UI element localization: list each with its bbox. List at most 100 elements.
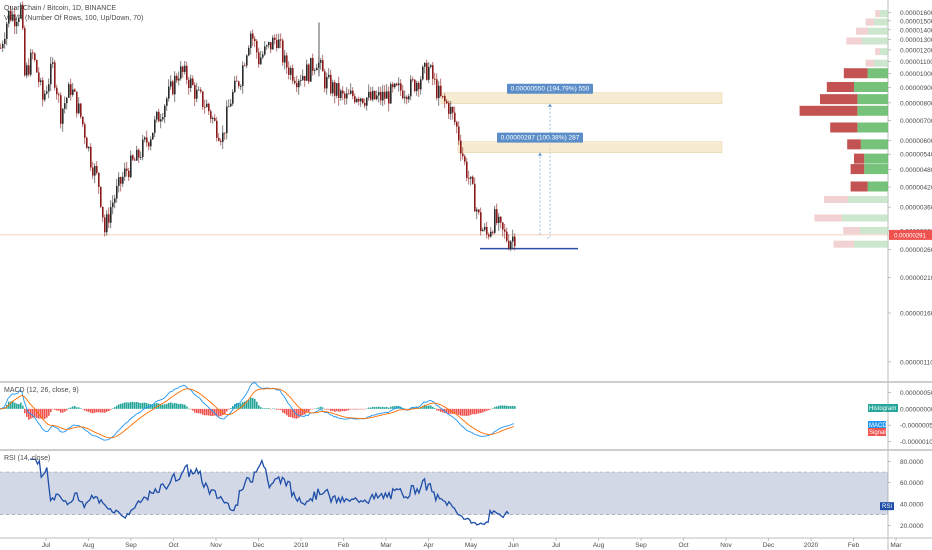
candle-body xyxy=(360,98,362,102)
macd-histogram-bar xyxy=(168,402,170,409)
macd-histogram-bar xyxy=(202,408,204,415)
time-tick-label: Dec xyxy=(763,542,775,549)
candle-body xyxy=(6,23,8,39)
macd-histogram-bar xyxy=(382,406,384,409)
candle-body xyxy=(338,83,340,98)
candle-body xyxy=(58,94,60,96)
macd-histogram-bar xyxy=(500,405,502,409)
price-tick-label: 0.00000210 xyxy=(900,275,932,282)
macd-histogram-bar xyxy=(510,406,512,409)
candle-body xyxy=(358,98,360,102)
candle-body xyxy=(62,108,64,124)
candle-body xyxy=(202,91,204,108)
candle-body xyxy=(182,66,184,72)
candle-body xyxy=(502,222,504,230)
macd-histogram-bar xyxy=(156,402,158,409)
macd-badge-label: Histogram xyxy=(869,406,896,412)
rsi-badge-label: RSI xyxy=(882,504,892,510)
vp-faded-up xyxy=(860,226,888,234)
macd-histogram-bar xyxy=(394,405,396,409)
candle-body xyxy=(464,156,466,162)
candle-body xyxy=(44,93,46,100)
macd-histogram-bar xyxy=(506,405,508,409)
macd-histogram-bar xyxy=(46,408,48,418)
macd-histogram-bar xyxy=(292,408,294,418)
vp-faded-up xyxy=(880,10,888,18)
macd-histogram-bar xyxy=(206,408,208,416)
macd-pane xyxy=(0,382,516,441)
macd-histogram-bar xyxy=(24,408,26,414)
candle-body xyxy=(488,234,490,237)
candle-body xyxy=(194,84,196,99)
candle-body xyxy=(282,40,284,63)
candle-body xyxy=(130,155,132,178)
macd-histogram-bar xyxy=(474,408,476,415)
candle-body xyxy=(210,111,212,119)
macd-histogram-bar xyxy=(316,408,318,409)
candle-body xyxy=(266,45,268,47)
candle-body xyxy=(482,229,484,232)
candle-body xyxy=(186,65,188,80)
candle-body xyxy=(148,142,150,147)
candle-body xyxy=(90,146,92,168)
time-tick-label: Nov xyxy=(210,542,222,549)
time-tick-label: Oct xyxy=(678,542,688,549)
candle-body xyxy=(306,64,308,81)
candle-body xyxy=(36,60,38,73)
candle-body xyxy=(368,91,370,98)
candle-body xyxy=(412,79,414,81)
candle-body xyxy=(492,231,494,233)
macd-tick-label: -0.00000100 xyxy=(900,439,932,446)
macd-histogram-bar xyxy=(434,407,436,409)
macd-histogram-bar xyxy=(268,408,270,409)
vp-up-bar xyxy=(857,105,888,116)
macd-histogram-bar xyxy=(328,408,330,410)
price-tick-label: 0.00000160 xyxy=(900,311,932,318)
vp-up-bar xyxy=(867,181,888,192)
candle-body xyxy=(176,75,178,81)
candle-body xyxy=(28,65,30,75)
candle-body xyxy=(264,46,266,55)
candle-body xyxy=(0,47,2,49)
macd-histogram-bar xyxy=(274,408,276,410)
candle-body xyxy=(288,67,290,75)
macd-histogram-bar xyxy=(40,408,42,419)
macd-histogram-bar xyxy=(436,408,438,411)
candle-body xyxy=(478,209,480,213)
macd-histogram-bar xyxy=(294,408,296,419)
macd-histogram-bar xyxy=(84,408,86,411)
macd-histogram-bar xyxy=(78,407,80,409)
candle-body xyxy=(70,84,72,95)
candle-body xyxy=(498,216,500,224)
macd-histogram-bar xyxy=(104,408,106,413)
candle-body xyxy=(208,103,210,112)
macd-histogram-bar xyxy=(64,408,66,412)
macd-histogram-bar xyxy=(322,407,324,409)
candle-body xyxy=(190,78,192,88)
candle-body xyxy=(82,116,84,125)
candle-body xyxy=(480,212,482,232)
candle-body xyxy=(466,161,468,178)
macd-histogram-bar xyxy=(228,408,230,410)
macd-histogram-bar xyxy=(138,402,140,409)
candle-body xyxy=(42,80,44,100)
candles-layer xyxy=(0,1,516,252)
candle-body xyxy=(222,132,224,142)
macd-histogram-bar xyxy=(422,405,424,409)
candle-body xyxy=(188,79,190,88)
candle-body xyxy=(12,14,14,21)
vp-up-bar xyxy=(860,139,888,150)
candle-body xyxy=(156,111,158,120)
candle-body xyxy=(410,79,412,97)
candle-body xyxy=(168,86,170,99)
macd-tick-label: -0.00000050 xyxy=(900,423,932,430)
candle-body xyxy=(2,43,4,48)
candle-body xyxy=(122,176,124,184)
candle-body xyxy=(426,62,428,80)
volume-profile xyxy=(799,10,888,248)
macd-histogram-bar xyxy=(378,406,380,409)
macd-histogram-bar xyxy=(244,401,246,409)
macd-histogram-bar xyxy=(44,408,46,419)
macd-histogram-bar xyxy=(390,406,392,409)
